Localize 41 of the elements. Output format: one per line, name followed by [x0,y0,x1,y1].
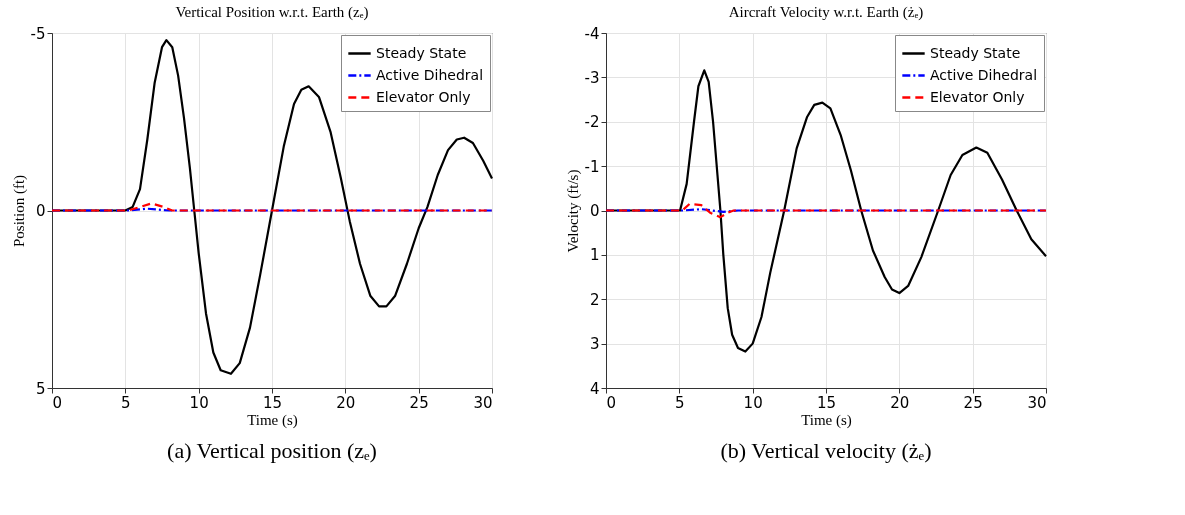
line-series [604,202,1048,219]
y-tick-label: 3 [589,335,600,354]
legend-label: Steady State [376,44,467,61]
legend-label: Elevator Only [376,88,471,105]
legend-label: Steady State [930,44,1021,61]
x-tick-label: 30 [473,393,493,412]
legend-label: Active Dihedral [376,66,484,83]
x-axis-title: Time (s) [247,411,298,429]
y-tick-label: 0 [35,202,46,220]
legend-label: Elevator Only [930,88,1025,105]
legend-label: Active Dihedral [930,66,1038,83]
x-tick-label: 15 [816,393,837,412]
y-tick-label: 1 [589,246,600,265]
x-axis-title: Time (s) [801,411,852,429]
x-tick-label: 30 [1027,393,1047,412]
x-tick-label: 25 [409,393,429,412]
x-tick-label: 10 [189,393,209,412]
y-tick-label: 5 [35,379,46,398]
x-tick-label: 25 [963,393,983,412]
y-tick-label: -4 [584,24,600,43]
x-tick-label: 15 [262,393,283,412]
y-axis-title: Velocity (ft/s) [564,169,582,253]
chart-title: Aircraft Velocity w.r.t. Earth (żₑ) [728,4,924,21]
y-tick-label: -2 [584,113,600,132]
chart-title: Vertical Position w.r.t. Earth (zₑ) [175,4,369,21]
y-tick-label: -1 [584,157,600,176]
x-tick-label: 20 [890,393,910,412]
y-tick-label: -3 [584,68,600,87]
y-tick-label: 0 [589,202,600,220]
x-tick-label: 20 [336,393,356,412]
y-tick-label: 2 [589,290,600,309]
text: (a) Vertical position (zₑ) [167,438,377,463]
text: (b) Vertical velocity (żₑ) [720,438,932,463]
y-axis-title: Position (ft) [10,174,28,248]
y-tick-label: -5 [30,24,46,43]
x-tick-label: 0 [52,393,63,412]
x-tick-label: 0 [606,393,617,412]
x-tick-label: 5 [675,393,685,412]
x-tick-label: 5 [121,393,131,412]
x-tick-label: 10 [743,393,763,412]
y-tick-label: 4 [589,379,600,398]
